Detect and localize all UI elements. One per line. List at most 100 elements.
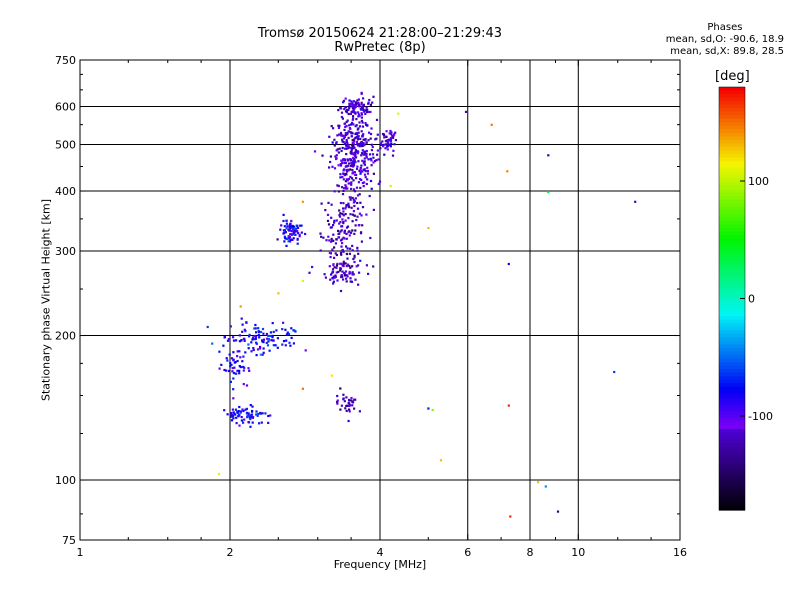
data-point (354, 105, 357, 108)
data-point (352, 201, 355, 204)
data-point (289, 233, 292, 236)
colorbar-band (719, 414, 745, 419)
data-point (354, 398, 357, 401)
data-point (334, 274, 337, 277)
data-point (289, 240, 292, 243)
data-point (352, 143, 355, 146)
data-point (242, 369, 245, 372)
data-point (230, 363, 233, 366)
data-point (336, 279, 339, 282)
data-point (339, 408, 342, 411)
data-point (358, 145, 361, 148)
data-point (289, 344, 292, 347)
data-point (329, 278, 332, 281)
data-point (347, 144, 350, 147)
data-point (375, 118, 379, 121)
data-point (347, 402, 350, 405)
colorbar-band (719, 235, 745, 240)
data-point (354, 136, 357, 139)
colorbar-band (719, 161, 745, 166)
data-point (254, 327, 257, 330)
data-point (348, 270, 351, 273)
data-point (259, 345, 262, 349)
data-point (369, 110, 372, 113)
colorbar-band (719, 393, 745, 398)
data-point (335, 219, 338, 222)
data-point (253, 334, 256, 338)
data-point (268, 349, 271, 352)
data-point (360, 178, 363, 181)
scatter-point (547, 191, 550, 194)
data-point (335, 157, 338, 161)
data-point (332, 282, 335, 285)
colorbar-title: [deg] (715, 69, 750, 84)
data-point (369, 236, 372, 240)
data-point (239, 411, 242, 414)
colorbar-band (719, 312, 745, 317)
colorbar-band (719, 333, 745, 338)
data-point (347, 130, 350, 133)
data-point (296, 230, 299, 233)
data-point (363, 162, 366, 165)
data-point (351, 121, 354, 124)
colorbar-band (719, 277, 745, 282)
data-point (270, 339, 273, 342)
data-point (355, 167, 359, 170)
data-point (356, 165, 359, 168)
colorbar-band (719, 231, 745, 236)
data-point (368, 131, 371, 134)
data-point (391, 154, 395, 157)
data-point (351, 404, 354, 407)
data-point (353, 111, 356, 114)
colorbar-band (719, 326, 745, 331)
data-point (362, 108, 365, 112)
colorbar-band (719, 143, 745, 148)
data-point (349, 280, 352, 283)
data-point (356, 144, 359, 147)
colorbar-band (719, 499, 745, 504)
colorbar-band (719, 446, 745, 451)
data-point (347, 136, 350, 139)
data-point (348, 399, 351, 402)
data-point (232, 339, 236, 342)
data-point (345, 264, 348, 268)
data-point (247, 347, 250, 350)
data-point (340, 253, 343, 256)
data-point (357, 103, 361, 106)
colorbar-band (719, 101, 745, 106)
colorbar-band (719, 189, 745, 194)
data-point (228, 353, 231, 356)
data-points (206, 91, 637, 518)
data-point (352, 117, 355, 120)
data-point (348, 404, 351, 407)
data-point (359, 166, 362, 170)
data-point (250, 341, 253, 344)
data-point (340, 404, 343, 407)
data-point (267, 334, 270, 337)
data-point (238, 340, 241, 343)
data-point (368, 194, 371, 198)
data-point (328, 265, 331, 268)
data-point (294, 233, 297, 236)
data-point (359, 201, 362, 204)
scatter-point (217, 472, 221, 476)
data-point (354, 224, 357, 227)
data-point (339, 269, 342, 272)
data-point (345, 205, 348, 208)
data-point (345, 252, 348, 256)
data-point (349, 277, 352, 280)
data-point (355, 186, 359, 189)
data-point (366, 172, 370, 175)
data-point (340, 245, 343, 248)
colorbar-band (719, 443, 745, 448)
data-point (346, 257, 349, 260)
data-point (287, 237, 290, 240)
colorbar-band (719, 178, 745, 183)
data-point (351, 265, 354, 268)
data-point (339, 387, 342, 390)
colorbar-band (719, 97, 745, 102)
scatter-point (427, 407, 430, 410)
data-point (342, 101, 345, 104)
data-point (361, 206, 365, 209)
